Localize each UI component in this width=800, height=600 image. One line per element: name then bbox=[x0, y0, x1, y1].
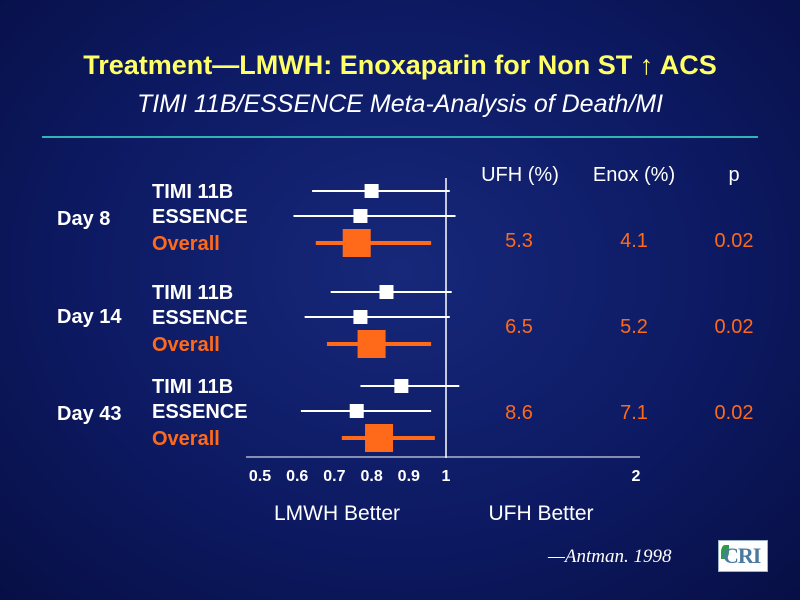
ufh-value-2: 8.6 bbox=[505, 402, 533, 424]
x-tick-label-0: 0.5 bbox=[249, 468, 271, 485]
citation: —Antman. 1998 bbox=[548, 546, 672, 567]
row-label-0-1: ESSENCE bbox=[152, 206, 248, 228]
x-label-ufh-better: UFH Better bbox=[488, 502, 593, 525]
x-tick-label-3: 0.8 bbox=[360, 468, 382, 485]
row-label-1-1: ESSENCE bbox=[152, 307, 248, 329]
day-label-1: Day 14 bbox=[57, 306, 122, 328]
point-estimate-1-2 bbox=[357, 330, 386, 358]
row-label-2-0: TIMI 11B bbox=[152, 376, 233, 398]
point-estimate-1-1 bbox=[353, 310, 368, 324]
point-estimate-2-0 bbox=[394, 379, 409, 393]
row-label-0-2: Overall bbox=[152, 233, 220, 255]
title-divider bbox=[42, 136, 758, 138]
enox-value-1: 5.2 bbox=[620, 316, 648, 338]
p-value-0: 0.02 bbox=[715, 230, 754, 252]
column-header-0: UFH (%) bbox=[481, 164, 559, 186]
x-tick-label-2: 0.7 bbox=[323, 468, 345, 485]
point-estimate-2-2 bbox=[365, 424, 394, 452]
leaf-icon bbox=[721, 545, 729, 559]
x-label-lmwh-better: LMWH Better bbox=[274, 502, 400, 525]
column-header-2: p bbox=[728, 164, 739, 186]
point-estimate-2-1 bbox=[349, 404, 364, 418]
point-estimate-0-1 bbox=[353, 209, 368, 223]
enox-value-0: 4.1 bbox=[620, 230, 648, 252]
row-label-1-0: TIMI 11B bbox=[152, 282, 233, 304]
p-value-2: 0.02 bbox=[715, 402, 754, 424]
point-estimate-0-0 bbox=[364, 184, 379, 198]
point-estimate-0-2 bbox=[342, 229, 371, 257]
logo-text: CRI bbox=[723, 543, 761, 568]
cri-logo: CRI bbox=[718, 540, 768, 572]
slide-subtitle: TIMI 11B/ESSENCE Meta-Analysis of Death/… bbox=[136, 90, 664, 118]
enox-value-2: 7.1 bbox=[620, 402, 648, 424]
point-estimate-1-0 bbox=[379, 285, 394, 299]
p-value-1: 0.02 bbox=[715, 316, 754, 338]
x-tick-label-1: 0.6 bbox=[286, 468, 308, 485]
row-label-0-0: TIMI 11B bbox=[152, 181, 233, 203]
day-label-2: Day 43 bbox=[57, 403, 122, 425]
slide-title: Treatment—LMWH: Enoxaparin for Non ST ↑ … bbox=[83, 50, 717, 80]
column-header-1: Enox (%) bbox=[593, 164, 675, 186]
row-label-2-1: ESSENCE bbox=[152, 401, 248, 423]
row-label-2-2: Overall bbox=[152, 428, 220, 450]
x-tick-label-5: 1 bbox=[442, 468, 451, 485]
x-tick-label-4: 0.9 bbox=[398, 468, 420, 485]
row-label-1-2: Overall bbox=[152, 334, 220, 356]
day-label-0: Day 8 bbox=[57, 208, 110, 230]
x-tick-label-6: 2 bbox=[632, 468, 641, 485]
ufh-value-1: 6.5 bbox=[505, 316, 533, 338]
ufh-value-0: 5.3 bbox=[505, 230, 533, 252]
